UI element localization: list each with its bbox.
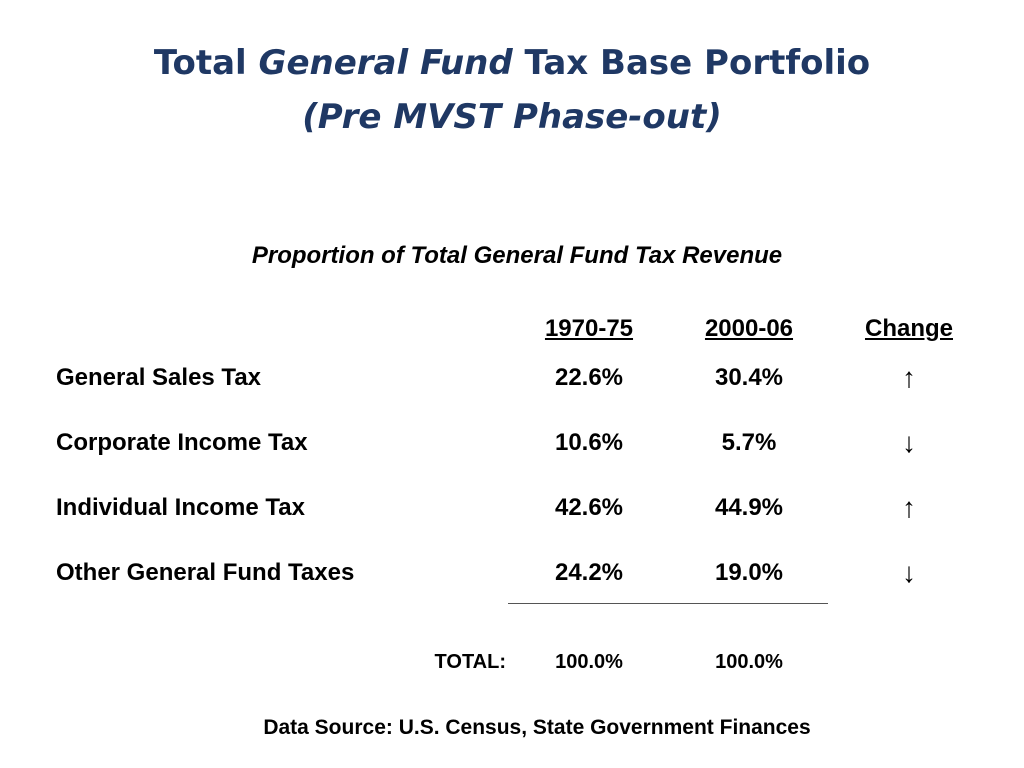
data-source-note: Data Source: U.S. Census, State Governme… (263, 716, 811, 739)
row-label: Other General Fund Taxes (56, 559, 355, 586)
row-label: General Sales Tax (56, 364, 262, 391)
title-prefix: Total (153, 43, 259, 83)
title-italic: General Fund (258, 43, 513, 83)
value-2000-06: 5.7% (721, 429, 777, 456)
table-caption: Proportion of Total General Fund Tax Rev… (251, 242, 783, 269)
title-suffix: Tax Base Portfolio (512, 43, 871, 83)
column-header-1970-75: 1970-75 (544, 315, 634, 342)
arrow-up-icon: ↑ (902, 362, 916, 393)
table-row: Individual Income Tax 42.6% 44.9% ↑ (0, 491, 1024, 525)
arrow-up-icon: ↑ (902, 492, 916, 523)
total-divider (508, 603, 828, 604)
table-row: Other General Fund Taxes 24.2% 19.0% ↓ (0, 556, 1024, 590)
arrow-down-icon: ↓ (902, 427, 916, 458)
row-label: Individual Income Tax (56, 494, 305, 521)
value-2000-06: 30.4% (714, 364, 784, 391)
column-header-change: Change (864, 315, 953, 342)
total-1970-75: 100.0% (555, 651, 623, 673)
total-2000-06: 100.0% (715, 651, 783, 673)
value-1970-75: 42.6% (554, 494, 624, 521)
table-row: Corporate Income Tax 10.6% 5.7% ↓ (0, 426, 1024, 460)
value-1970-75: 10.6% (554, 429, 624, 456)
value-2000-06: 19.0% (714, 559, 784, 586)
arrow-down-icon: ↓ (902, 557, 916, 588)
value-1970-75: 22.6% (554, 364, 624, 391)
value-1970-75: 24.2% (554, 559, 624, 586)
page-subtitle-line: (Pre MVST Phase-out) (302, 97, 722, 137)
value-2000-06: 44.9% (714, 494, 784, 521)
page-title: Total General Fund Tax Base Portfolio (0, 40, 1024, 86)
column-header-2000-06: 2000-06 (704, 315, 794, 342)
table-row: General Sales Tax 22.6% 30.4% ↑ (0, 361, 1024, 395)
total-label: TOTAL: (434, 651, 506, 673)
row-label: Corporate Income Tax (56, 429, 308, 456)
